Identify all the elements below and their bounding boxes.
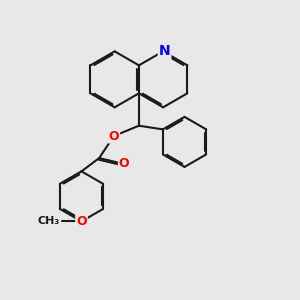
Text: O: O (109, 130, 119, 142)
Text: O: O (119, 158, 130, 170)
Text: N: N (159, 44, 170, 58)
Text: CH₃: CH₃ (38, 216, 60, 226)
Text: O: O (76, 215, 87, 228)
